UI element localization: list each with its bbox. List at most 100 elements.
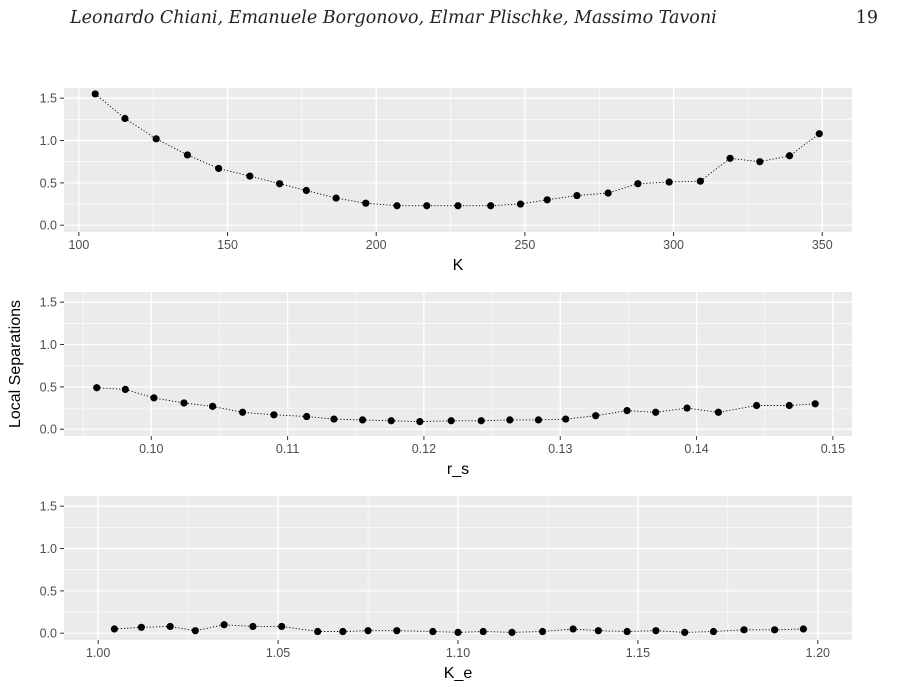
data-point (209, 402, 217, 410)
x-tick-label: 0.10 (139, 442, 163, 456)
data-point (393, 627, 401, 635)
data-point (246, 172, 254, 180)
x-tick-label: 150 (217, 238, 238, 252)
y-tick-label: 0.5 (40, 584, 57, 598)
x-tick-label: 100 (68, 238, 89, 252)
data-point (220, 621, 228, 629)
y-tick-label: 0.5 (40, 380, 57, 394)
data-point (423, 202, 431, 210)
x-tick-label: 350 (812, 238, 833, 252)
data-point (623, 406, 631, 415)
data-point (166, 622, 174, 631)
y-tick-label: 0.0 (40, 423, 57, 437)
x-tick-label: 0.11 (276, 442, 299, 456)
data-point (652, 627, 660, 635)
data-point (634, 180, 642, 188)
data-point (726, 154, 734, 162)
data-point (811, 400, 819, 408)
data-point (543, 196, 551, 204)
x-tick-label: 0.15 (821, 442, 845, 456)
data-point (303, 412, 311, 421)
y-tick-label: 0.5 (40, 176, 57, 190)
data-point (183, 151, 192, 159)
data-point (477, 417, 485, 425)
x-tick-label: 0.14 (684, 442, 708, 456)
panel-background (64, 88, 852, 232)
chart-panel-2: 0.10 0.11 0.12 0.13 0.14 0.15 0.0 0.5 1.0 1.5 r_s (40, 292, 852, 478)
data-point (137, 623, 145, 631)
y-tick-label: 1.5 (40, 296, 57, 310)
x-tick-label: 1.10 (446, 646, 470, 660)
data-point (516, 200, 525, 208)
data-point (785, 152, 794, 160)
x-tick-label: 1.05 (266, 646, 290, 660)
data-point (416, 418, 424, 426)
data-point (215, 164, 223, 173)
x-tick-label: 1.15 (626, 646, 650, 660)
data-point (150, 394, 158, 402)
data-point (110, 625, 118, 633)
data-point (594, 627, 602, 635)
chart-panel-1: 100 150 200 250 300 350 0.0 0.5 1.0 1.5 K (40, 88, 852, 274)
x-tick-label: 1.20 (806, 646, 830, 660)
data-point (665, 178, 673, 186)
y-tick-label: 1.0 (40, 542, 57, 556)
x-tick-label: 1.00 (86, 646, 110, 660)
data-point (454, 202, 462, 210)
data-point (681, 628, 689, 636)
x-tick-label: 200 (366, 238, 387, 252)
data-point (569, 625, 577, 633)
data-point (249, 622, 257, 631)
data-point (508, 628, 516, 636)
data-point (815, 130, 823, 138)
y-tick-label: 1.0 (40, 134, 57, 148)
data-point (191, 627, 199, 635)
data-point (93, 384, 101, 392)
data-point (538, 627, 547, 636)
data-point (592, 412, 600, 420)
data-point (740, 626, 748, 634)
data-point (487, 202, 495, 210)
data-point (121, 385, 129, 394)
page-number: 19 (855, 8, 878, 28)
running-head-authors: Leonardo Chiani, Emanuele Borgonovo, Elm… (70, 8, 717, 28)
data-point (387, 417, 395, 425)
x-axis-title: r_s (447, 461, 469, 478)
data-point (152, 135, 160, 143)
data-point (756, 158, 764, 166)
data-point (91, 90, 99, 98)
data-point (362, 199, 370, 207)
y-axis-title: Local Separations (7, 300, 24, 428)
data-point (358, 416, 367, 424)
data-point (278, 622, 286, 631)
y-tick-label: 1.5 (40, 500, 57, 514)
y-tick-label: 0.0 (40, 627, 57, 641)
data-point (696, 177, 704, 185)
data-point (652, 408, 660, 416)
y-tick-label: 0.0 (40, 219, 57, 233)
chart-panel-3: 1.00 1.05 1.10 1.15 1.20 0.0 0.5 1.0 1.5 K_e (40, 496, 852, 682)
data-point (302, 186, 310, 195)
x-tick-label: 0.12 (412, 442, 436, 456)
data-point (454, 628, 462, 636)
x-axis-title: K_e (444, 665, 473, 682)
data-point (714, 408, 722, 416)
data-point (270, 411, 278, 419)
data-point (573, 191, 581, 200)
data-point (479, 627, 487, 636)
data-point (314, 627, 322, 636)
data-point (180, 399, 188, 407)
data-point (332, 194, 340, 202)
data-point (604, 189, 612, 197)
y-tick-label: 1.0 (40, 338, 57, 352)
page-header: Leonardo Chiani, Emanuele Borgonovo, Elm… (70, 8, 878, 34)
data-point (393, 202, 401, 210)
x-tick-label: 300 (663, 238, 684, 252)
data-point (785, 401, 793, 410)
data-point (623, 627, 631, 636)
x-axis-title: K (453, 257, 464, 274)
data-point (121, 114, 129, 123)
data-point (771, 626, 779, 634)
data-point (429, 627, 437, 636)
data-point (364, 627, 372, 635)
